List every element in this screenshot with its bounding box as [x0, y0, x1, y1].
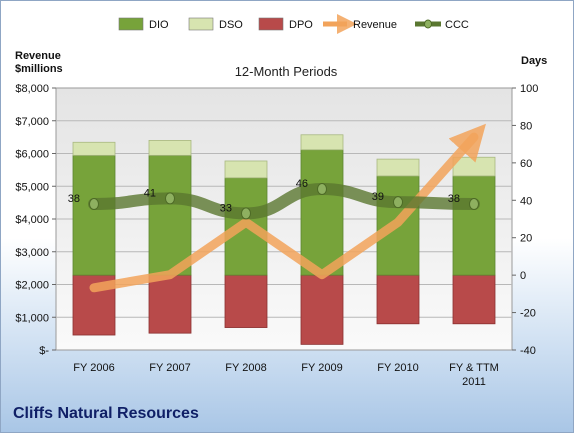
data-labels: 38 41 33 46 39 38 — [68, 178, 460, 214]
legend-label-revenue: Revenue — [353, 19, 397, 31]
ccc-marker — [393, 196, 403, 209]
legend-marker-ccc — [424, 19, 432, 29]
left-axis-tick-label: $2,000 — [15, 280, 49, 292]
legend-swatch-dso — [188, 17, 214, 31]
right-axis-tick-label: 20 — [520, 233, 532, 245]
ccc-marker — [89, 198, 99, 211]
legend-label-ccc: CCC — [445, 19, 469, 31]
bar-dso — [72, 141, 116, 156]
x-axis-tick-label: 2011 — [462, 376, 486, 388]
right-axis-tick-label: 80 — [520, 120, 532, 132]
bar-dpo — [148, 274, 192, 334]
x-axis-tick-label: FY 2006 — [73, 362, 114, 374]
chart-canvas: DIO DSO DPO Revenue CCC 12-Month Periods Rev… — [15, 14, 547, 388]
x-axis-tick-label: FY & TTM — [449, 362, 499, 374]
right-axis-title: Days — [521, 55, 547, 67]
right-axis-tick-label: 0 — [520, 270, 526, 282]
left-axis-title-line-2: $millions — [15, 63, 63, 75]
left-axis-tick-label: $1,000 — [15, 312, 49, 324]
bar-dio — [452, 175, 496, 276]
ccc-data-label: 38 — [68, 193, 80, 205]
ccc-data-label: 41 — [144, 187, 156, 199]
left-axis-tick-label: $3,000 — [15, 247, 49, 259]
bar-dio — [148, 154, 192, 276]
bar-dso — [376, 158, 420, 177]
chart-legend: DIO DSO DPO Revenue CCC — [118, 14, 469, 34]
bar-dpo — [376, 274, 420, 325]
axes: $- $1,000 $2,000 $3,000 $4,000 $5,000 $6,000 $7… — [15, 83, 538, 388]
left-axis-title-line-1: Revenue — [15, 50, 61, 62]
left-axis-tick-label: $4,000 — [15, 214, 49, 226]
bar-dso — [224, 160, 268, 179]
legend-swatch-dpo — [258, 17, 284, 31]
legend-label-dpo: DPO — [289, 19, 313, 31]
bar-dso — [300, 134, 344, 151]
right-axis-tick-label: 60 — [520, 158, 532, 170]
legend-label-dio: DIO — [149, 19, 169, 31]
ccc-data-label: 38 — [448, 193, 460, 205]
company-name: Cliffs Natural Resources — [13, 405, 199, 422]
left-axis-tick-label: $6,000 — [15, 149, 49, 161]
legend-swatch-dio — [118, 17, 144, 31]
right-axis-tick-label: -40 — [520, 345, 536, 357]
ccc-data-label: 33 — [220, 202, 232, 214]
left-axis-tick-label: $7,000 — [15, 116, 49, 128]
x-axis-tick-label: FY 2010 — [377, 362, 418, 374]
ccc-marker — [241, 207, 251, 220]
x-axis-tick-label: FY 2007 — [149, 362, 190, 374]
bar-dio — [300, 149, 344, 276]
left-axis-tick-label: $5,000 — [15, 181, 49, 193]
bar-dso — [148, 139, 192, 156]
bars — [72, 134, 496, 345]
x-axis-tick-label: FY 2008 — [225, 362, 266, 374]
ccc-data-label: 46 — [296, 178, 308, 190]
left-axis-tick-label: $8,000 — [15, 83, 49, 95]
lines — [88, 123, 486, 293]
ccc-marker — [317, 183, 327, 196]
right-axis-tick-label: 100 — [520, 83, 538, 95]
bar-dpo — [300, 274, 344, 345]
right-axis-tick-label: -20 — [520, 308, 536, 320]
right-axis-tick-label: 40 — [520, 195, 532, 207]
ccc-marker — [469, 198, 479, 211]
ccc-data-label: 39 — [372, 191, 384, 203]
bar-dio — [72, 154, 116, 276]
legend-label-dso: DSO — [219, 19, 243, 31]
x-axis-tick-label: FY 2009 — [301, 362, 342, 374]
bar-dpo — [452, 274, 496, 325]
left-axis-tick-label: $- — [39, 345, 49, 357]
chart-title: 12-Month Periods — [235, 64, 338, 79]
ccc-marker — [165, 192, 175, 205]
bar-dpo — [224, 274, 268, 328]
